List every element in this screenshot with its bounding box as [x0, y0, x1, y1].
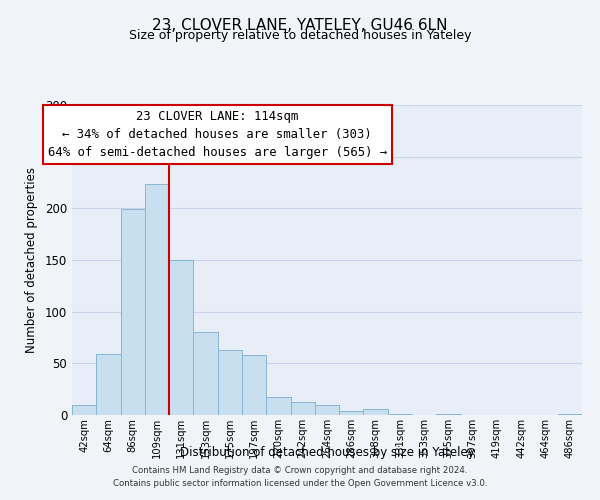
Bar	[388, 414, 412, 415]
Bar	[218, 350, 242, 415]
Bar	[96, 354, 121, 415]
Bar	[193, 332, 218, 415]
Bar	[339, 411, 364, 415]
Bar	[121, 210, 145, 415]
Bar	[72, 404, 96, 415]
Bar	[145, 184, 169, 415]
Bar	[266, 398, 290, 415]
Bar	[364, 409, 388, 415]
Bar	[558, 414, 582, 415]
Bar	[315, 404, 339, 415]
Text: Size of property relative to detached houses in Yateley: Size of property relative to detached ho…	[129, 29, 471, 42]
Bar	[242, 355, 266, 415]
Text: 23 CLOVER LANE: 114sqm
← 34% of detached houses are smaller (303)
64% of semi-de: 23 CLOVER LANE: 114sqm ← 34% of detached…	[48, 110, 387, 158]
Bar	[169, 260, 193, 415]
Text: 23, CLOVER LANE, YATELEY, GU46 6LN: 23, CLOVER LANE, YATELEY, GU46 6LN	[152, 18, 448, 32]
Text: Contains HM Land Registry data © Crown copyright and database right 2024.
Contai: Contains HM Land Registry data © Crown c…	[113, 466, 487, 487]
Y-axis label: Number of detached properties: Number of detached properties	[25, 167, 38, 353]
Text: Distribution of detached houses by size in Yateley: Distribution of detached houses by size …	[179, 446, 475, 459]
Bar	[290, 402, 315, 415]
Bar	[436, 414, 461, 415]
